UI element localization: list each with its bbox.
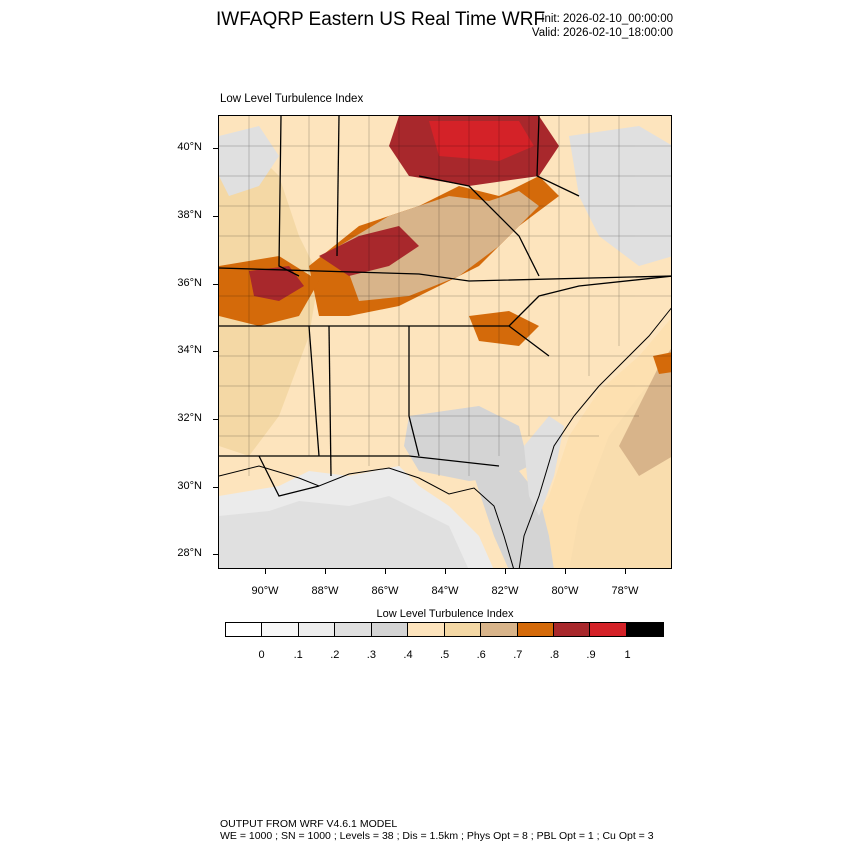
colorbar-swatch — [408, 623, 445, 636]
county-borders — [219, 116, 671, 476]
state-borders — [219, 116, 671, 497]
carolina-orange — [469, 311, 539, 346]
colorbar-swatch — [262, 623, 299, 636]
colorbar-swatch — [517, 623, 554, 636]
lon-tick — [505, 569, 506, 574]
colorbar-label: 1 — [624, 649, 631, 661]
colorbar-label: .6 — [476, 649, 486, 661]
colorbar-swatch — [553, 623, 591, 636]
colorbar-label: .9 — [586, 649, 596, 661]
lat-label-34n: 34°N — [177, 344, 202, 356]
colorbar-label: .2 — [330, 649, 340, 661]
lat-tick — [213, 554, 218, 555]
footer-options-line: WE = 1000 ; SN = 1000 ; Levels = 38 ; Di… — [220, 830, 654, 842]
northeast-gray — [569, 126, 671, 266]
lon-tick — [325, 569, 326, 574]
colorbar-label: .4 — [403, 649, 413, 661]
colorbar-title: Low Level Turbulence Index — [376, 608, 514, 620]
colorbar-swatch — [335, 623, 372, 636]
lat-label-30n: 30°N — [177, 480, 202, 492]
lon-label-82w: 82°W — [491, 585, 519, 597]
plot-title: Low Level Turbulence Index — [220, 93, 364, 105]
lat-label-32n: 32°N — [177, 412, 202, 424]
colorbar-swatch — [481, 623, 518, 636]
georgia-gray — [404, 406, 529, 481]
lon-tick — [385, 569, 386, 574]
east-coast-orange-spot — [653, 352, 671, 374]
init-time: Init: 2026-02-10_00:00:00 — [541, 13, 673, 25]
lat-tick — [213, 216, 218, 217]
colorbar-swatch — [444, 623, 482, 636]
offshore-band — [619, 348, 671, 476]
lat-tick — [213, 351, 218, 352]
colorbar-swatch — [371, 623, 409, 636]
main-title: IWFAQRP Eastern US Real Time WRF — [216, 9, 546, 30]
lat-tick — [213, 284, 218, 285]
footer-model-line: OUTPUT FROM WRF V4.6.1 MODEL — [220, 818, 398, 830]
turbulence-map — [218, 115, 672, 569]
colorbar-label: .5 — [440, 649, 450, 661]
lon-label-78w: 78°W — [611, 585, 639, 597]
lat-label-28n: 28°N — [177, 547, 202, 559]
gulf-light — [219, 496, 469, 568]
tennessee-red — [249, 266, 304, 301]
map-field — [219, 116, 671, 568]
lat-tick — [213, 419, 218, 420]
colorbar-swatch — [298, 623, 336, 636]
lon-label-86w: 86°W — [371, 585, 399, 597]
lon-tick — [265, 569, 266, 574]
coastline — [219, 307, 671, 568]
lon-label-88w: 88°W — [311, 585, 339, 597]
lon-label-90w: 90°W — [251, 585, 279, 597]
colorbar — [225, 622, 665, 637]
ohio-bright-red — [429, 121, 534, 161]
colorbar-label: .7 — [513, 649, 523, 661]
atlantic-gray-band — [524, 416, 564, 516]
lat-label-36n: 36°N — [177, 277, 202, 289]
colorbar-label: .8 — [549, 649, 559, 661]
lat-label-38n: 38°N — [177, 209, 202, 221]
lon-label-84w: 84°W — [431, 585, 459, 597]
colorbar-label: .1 — [293, 649, 303, 661]
valid-time: Valid: 2026-02-10_18:00:00 — [531, 27, 673, 39]
colorbar-swatch — [590, 623, 627, 636]
colorbar-swatch — [626, 623, 664, 636]
colorbar-swatch — [226, 623, 263, 636]
lon-label-80w: 80°W — [551, 585, 579, 597]
colorbar-label: .3 — [366, 649, 376, 661]
lat-label-40n: 40°N — [177, 141, 202, 153]
lat-tick — [213, 148, 218, 149]
lon-tick — [625, 569, 626, 574]
lat-tick — [213, 487, 218, 488]
colorbar-label: 0 — [258, 649, 265, 661]
lon-tick — [565, 569, 566, 574]
lon-tick — [445, 569, 446, 574]
